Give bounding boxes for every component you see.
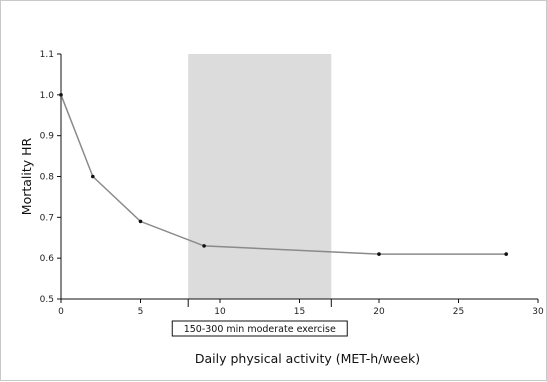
x-axis-title: Daily physical activity (MET-h/week) — [195, 351, 420, 366]
label-layer: Daily physical activity (MET-h/week) Mor… — [19, 137, 420, 366]
x-tick-label: 10 — [214, 307, 226, 317]
y-tick-label: 1.0 — [40, 91, 55, 101]
y-axis-title: Mortality HR — [19, 137, 34, 215]
y-tick-label: 0.8 — [40, 173, 55, 183]
x-tick-label: 15 — [294, 307, 305, 317]
data-point — [59, 93, 63, 97]
shaded-region — [188, 54, 332, 299]
data-point — [91, 174, 95, 179]
range-label-box — [171, 320, 348, 337]
axes-layer: 0.5 0.6 0.7 0.8 0.9 1.0 1.1 0 5 10 15 20 25 30 — [40, 50, 544, 317]
y-tick-label: 0.6 — [40, 254, 55, 264]
x-tick-label: 20 — [373, 307, 385, 317]
x-tick-label: 30 — [532, 307, 544, 317]
shaded-region-layer — [188, 54, 332, 299]
x-tick-label: 25 — [453, 307, 464, 317]
y-tick-label: 0.7 — [40, 213, 54, 223]
y-tick-label: 0.5 — [40, 295, 54, 305]
data-point — [202, 244, 206, 248]
data-point — [504, 252, 509, 256]
y-tick-label: 1.1 — [40, 50, 54, 60]
series-line — [60, 94, 507, 255]
series-layer — [59, 93, 509, 256]
data-point — [377, 252, 381, 256]
x-tick-label: 5 — [138, 307, 144, 317]
range-label: 150-300 min moderate exercise — [184, 324, 336, 335]
data-point — [138, 219, 143, 224]
x-tick-label: 0 — [58, 307, 64, 317]
y-tick-label: 0.9 — [40, 132, 55, 142]
